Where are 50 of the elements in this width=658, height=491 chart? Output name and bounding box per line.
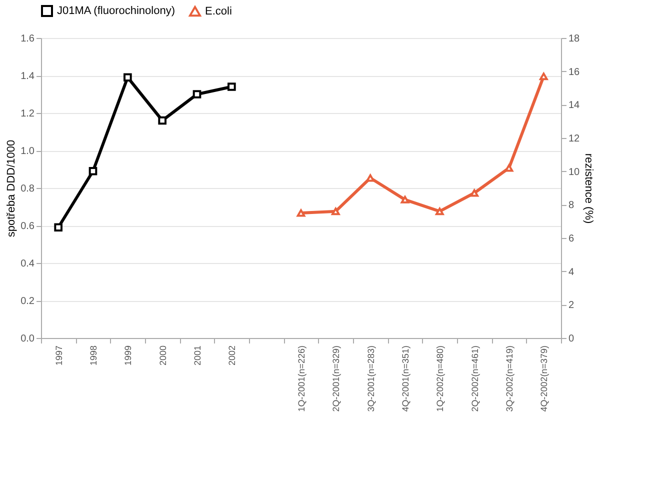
y2-tick-label: 12 [568,134,580,144]
x-tick-label: 1997 [54,346,64,366]
y-tick-label: 0.2 [20,296,35,307]
x-tick-label: 2000 [158,346,168,366]
y-tick-label: 0.8 [20,184,35,194]
y-tick-label: 0.4 [20,258,35,270]
x-tick-label: 1Q-2001(n=226) [296,346,306,412]
x-tick-label: 4Q-2002(n=379) [539,346,550,412]
point [540,72,548,80]
x-tick-label: 1999 [123,346,134,366]
point [88,166,98,176]
point [228,82,236,91]
y-tick-label: 1.4 [20,71,35,82]
y2-tick-label: 4 [568,266,574,278]
y2-tick-label: 14 [568,100,580,112]
point [158,116,166,125]
y-tick-label: 1.2 [20,108,35,120]
y2-tick-label: 2 [568,300,574,312]
x-tick-label: 2Q-2002(n=461) [470,346,480,412]
point [332,208,340,216]
y2-tick-label: 18 [568,34,580,44]
y-tick-label: 1.0 [20,146,35,157]
y-tick-label: 0.6 [20,221,35,232]
point [470,189,478,197]
legend-label: E.coli [205,5,232,18]
y2-axis-title: rezistence (%) [582,153,595,224]
point [192,90,202,98]
x-tick-label: 3Q-2002(n=419) [504,346,514,412]
y-tick-label: 1.6 [20,34,35,44]
y2-tick-label: 16 [568,66,580,78]
y2-tick-label: 8 [568,200,574,212]
x-tick-label: 1Q-2002(n=480) [435,346,446,412]
x-tick-label: 2002 [227,346,238,366]
x-tick-label: 3Q-2001(n=283) [366,346,376,412]
x-tick-label: 2Q-2001(n=329) [331,346,342,412]
y-tick-label: 0.0 [20,334,35,344]
y-axis-title: spotřeba DDD/1000 [6,140,18,238]
point [296,209,306,217]
point [436,208,444,216]
y2-tick-label: 10 [568,166,580,178]
x-tick-label: 1998 [88,346,98,366]
point [54,223,62,232]
x-tick-label: 4Q-2001(n=351) [400,346,410,412]
point [400,196,410,204]
point [366,174,374,182]
legend-label: J01MA (fluorochinolony) [57,5,176,17]
point [124,73,132,82]
y2-tick-label: 0 [568,334,574,344]
x-tick-label: 2001 [192,346,202,366]
y2-tick-label: 6 [568,234,574,244]
